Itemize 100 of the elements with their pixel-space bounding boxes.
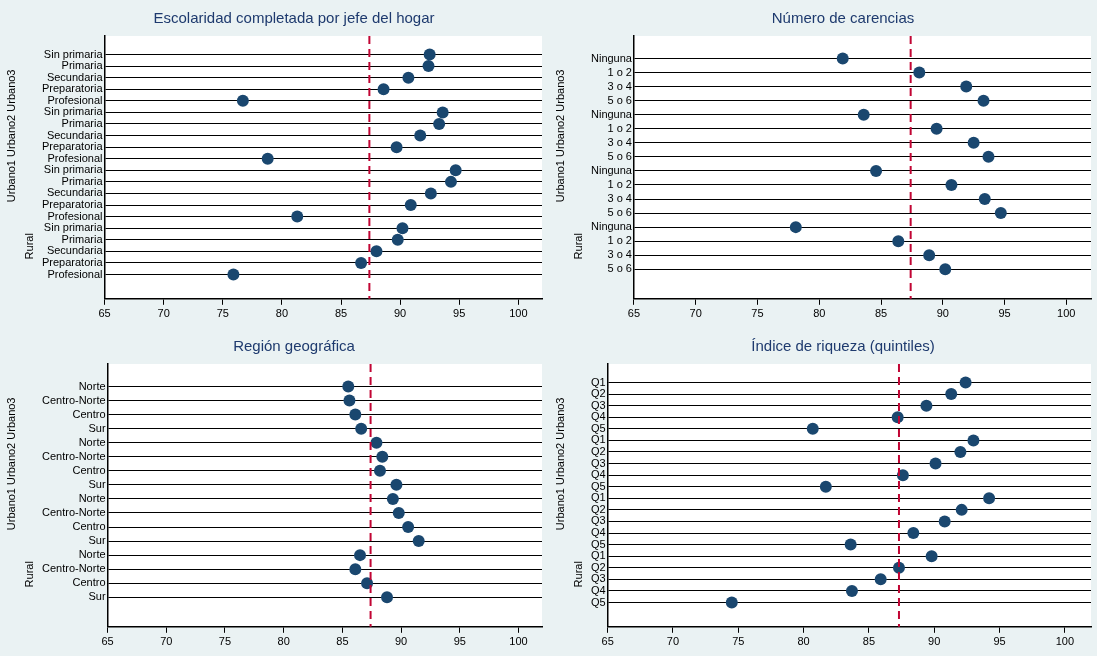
y-tick-label: Q1	[590, 549, 606, 562]
x-tick-label: 95	[453, 635, 466, 648]
y-tick-label: Centro	[72, 576, 106, 589]
point	[236, 94, 249, 107]
y-tick-label: Q2	[590, 502, 606, 515]
point	[390, 478, 403, 491]
y-tick-label: Q4	[590, 410, 606, 423]
x-tick-label: 75	[751, 307, 764, 320]
y-tick-label: Preparatoria	[41, 198, 104, 211]
y-tick-label: Profesional	[47, 151, 103, 164]
point	[929, 457, 942, 470]
y-tick-label: Sin primaria	[43, 105, 104, 118]
x-tick-label: 90	[393, 307, 407, 320]
point	[913, 66, 926, 79]
y-tick-label: 5 o 6	[607, 262, 632, 275]
y-tick-label: Sur	[88, 477, 106, 490]
point	[386, 492, 399, 505]
point	[930, 122, 943, 135]
y-tick-label: Centro-Norte	[42, 562, 106, 575]
point	[424, 187, 437, 200]
y-axis-title: Urbano1 Urbano2 Urbano3	[5, 397, 18, 531]
point	[939, 263, 952, 276]
y-tick-label: 5 o 6	[607, 206, 632, 219]
point	[806, 422, 819, 435]
x-tick-label: 95	[993, 635, 1006, 648]
y-tick-label: 3 o 4	[607, 192, 632, 205]
y-tick-label: Secundaria	[46, 128, 104, 141]
x-tick-label: 80	[797, 635, 810, 648]
y-tick-label: Centro	[72, 463, 106, 476]
point	[982, 150, 995, 163]
point	[449, 164, 462, 177]
y-tick-label: Ninguna	[590, 107, 633, 120]
point	[874, 573, 887, 586]
x-tick-label: 90	[936, 307, 949, 320]
y-tick-label: Ninguna	[590, 163, 633, 176]
y-tick-label: Centro-Norte	[42, 393, 106, 406]
point	[857, 108, 870, 121]
y-tick-label: Sin primaria	[43, 47, 104, 60]
point	[355, 422, 368, 435]
point	[373, 464, 386, 477]
x-tick-label: 65	[98, 307, 111, 320]
point	[396, 222, 409, 235]
chart-title: Número de carencias	[771, 9, 915, 27]
x-tick-label: 65	[601, 635, 614, 648]
point	[404, 199, 417, 212]
y-tick-label: Sur	[88, 590, 106, 603]
y-tick-label: 3 o 4	[607, 135, 632, 148]
point	[938, 515, 951, 528]
x-tick-label: 85	[334, 307, 348, 320]
x-tick-label: 70	[689, 307, 702, 320]
point	[423, 48, 436, 61]
y-tick-label: Sin primaria	[43, 163, 104, 176]
y-tick-label: Profesional	[47, 93, 103, 106]
y-tick-label: Q1	[590, 375, 606, 388]
y-tick-label: Q3	[590, 514, 606, 527]
y-tick-label: Q2	[590, 445, 606, 458]
x-tick-label: 90	[928, 635, 941, 648]
y-tick-label: 3 o 4	[607, 79, 632, 92]
x-tick-label: 80	[277, 635, 290, 648]
x-tick-label: 100	[509, 635, 528, 648]
y-tick-label: Q3	[590, 398, 606, 411]
point	[870, 164, 883, 177]
y-tick-label: Centro	[72, 407, 106, 420]
point	[412, 535, 425, 548]
point	[349, 563, 362, 576]
y-tick-label: Primaria	[61, 59, 104, 72]
point	[291, 210, 304, 223]
y-tick-label: Centro	[72, 520, 106, 533]
y-tick-label: Ninguna	[590, 220, 633, 233]
x-tick-label: 100	[509, 307, 528, 320]
x-tick-label: 85	[862, 635, 876, 648]
y-tick-label: Primaria	[61, 117, 104, 130]
chart-title: Índice de riqueza (quintiles)	[751, 337, 935, 355]
point	[945, 388, 958, 401]
y-tick-label: Preparatoria	[41, 82, 104, 95]
x-tick-label: 100	[1055, 635, 1075, 648]
y-tick-label: Sur	[88, 421, 106, 434]
point	[725, 596, 738, 609]
text: Rural	[572, 561, 585, 588]
y-tick-label: Profesional	[47, 209, 103, 222]
point	[349, 408, 362, 421]
y-tick-label: Q5	[590, 537, 606, 550]
x-tick-label: 85	[336, 635, 349, 648]
point	[355, 256, 368, 269]
point	[422, 60, 435, 73]
y-tick-label: Q5	[590, 595, 606, 608]
point	[391, 233, 404, 246]
y-tick-label: Centro-Norte	[42, 506, 106, 518]
y-tick-label: Centro-Norte	[42, 449, 106, 462]
point	[227, 268, 240, 281]
chart-title: Región geográfica	[233, 337, 356, 355]
point	[945, 178, 958, 191]
point	[967, 136, 980, 149]
y-tick-label: Secundaria	[46, 186, 104, 199]
y-axis-title: Urbano1 Urbano2 Urbano3	[554, 69, 567, 203]
point	[370, 436, 383, 449]
point	[967, 434, 980, 447]
point	[414, 129, 427, 142]
point	[994, 207, 1007, 220]
text: Rural	[23, 561, 36, 588]
